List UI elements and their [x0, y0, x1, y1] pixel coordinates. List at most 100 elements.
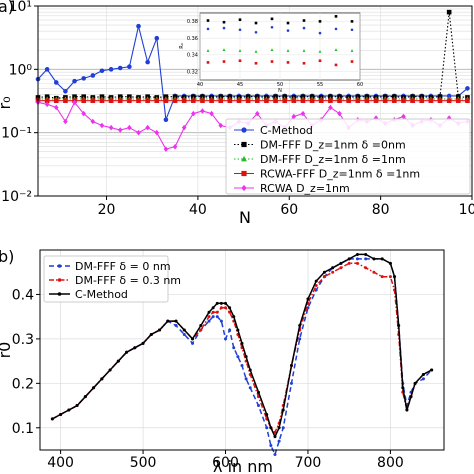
data-point [302, 49, 306, 52]
data-point [127, 64, 132, 70]
data-point [273, 452, 277, 456]
x-tick-label: 50 [277, 82, 283, 88]
data-point [298, 324, 302, 328]
inset-ylabel: R₀ [179, 43, 185, 48]
data-point [44, 101, 50, 108]
data-point [117, 65, 123, 71]
legend-label: C-Method [75, 288, 128, 301]
data-point [254, 49, 258, 53]
data-point [430, 368, 434, 372]
data-point [380, 275, 384, 279]
y-tick-label: 10⁻² [1, 189, 32, 205]
y-tick-label: 0.2 [12, 376, 34, 392]
data-point [265, 412, 269, 416]
data-point [419, 98, 425, 103]
panel-a: a) 20 40 60 80 100 10⁻² 10⁻¹ 10⁰ 10¹ N r₀ 40 45 50… [0, 0, 474, 227]
data-point [222, 60, 226, 63]
data-point [331, 270, 335, 274]
data-point [254, 21, 258, 25]
data-point [270, 25, 274, 29]
data-point [228, 306, 232, 310]
legend-marker [241, 155, 247, 162]
data-point [92, 386, 96, 390]
data-point [428, 98, 434, 103]
data-point [238, 28, 242, 32]
y-tick-label: 0.3 [12, 332, 34, 348]
data-point [401, 98, 406, 103]
data-point [291, 98, 297, 103]
data-point [364, 257, 368, 261]
panel-a-ylabel: r₀ [0, 97, 14, 110]
inset-ticks: 40 45 50 55 60 0.32 0.34 0.36 0.38 [187, 19, 363, 88]
data-point [99, 68, 105, 74]
data-point [172, 143, 178, 150]
panel-a-label: a) [0, 0, 14, 16]
panel-b-series [50, 252, 434, 457]
data-point [281, 426, 285, 430]
data-point [421, 377, 425, 381]
data-point [273, 430, 277, 434]
data-point [328, 104, 333, 111]
data-point [207, 319, 211, 323]
data-point [200, 108, 205, 114]
data-point [350, 49, 354, 52]
data-point [446, 98, 452, 103]
data-point [281, 408, 285, 412]
data-point [236, 328, 240, 332]
data-point [219, 306, 223, 310]
data-point [248, 368, 252, 372]
y-tick-label: 0.38 [187, 19, 198, 25]
data-point [90, 98, 96, 103]
x-tick-label: 60 [357, 82, 363, 88]
data-point [318, 59, 322, 63]
data-point [215, 310, 219, 314]
data-point [392, 98, 397, 103]
legend-label: RCWA D_z=1nm [260, 182, 350, 195]
data-point [269, 426, 273, 430]
x-tick-label: 100 [459, 202, 474, 218]
data-point [50, 417, 54, 421]
data-point [244, 377, 248, 381]
data-point [393, 275, 397, 279]
data-point [446, 9, 452, 15]
y-tick-label: 10¹ [9, 0, 32, 15]
data-point [207, 310, 211, 314]
data-point [318, 49, 322, 53]
data-point [306, 297, 310, 301]
data-point [117, 98, 123, 103]
data-point [224, 337, 228, 341]
x-tick-label: 80 [372, 202, 390, 218]
data-point [207, 315, 211, 319]
panel-b-label: b) [0, 247, 14, 266]
data-point [53, 80, 59, 85]
data-point [63, 98, 68, 103]
data-point [318, 98, 324, 103]
data-point [322, 270, 326, 274]
data-point [421, 372, 425, 376]
data-point [136, 23, 141, 29]
data-point [181, 124, 187, 131]
x-tick-label: 700 [295, 455, 322, 471]
data-point [200, 98, 205, 103]
legend-box [43, 255, 169, 303]
x-tick-label: 20 [98, 202, 116, 218]
data-point [224, 306, 228, 310]
data-point [347, 257, 351, 261]
data-point [331, 266, 335, 270]
inset-series [206, 15, 354, 67]
data-point [99, 122, 105, 129]
data-point [302, 19, 306, 22]
data-point [199, 324, 203, 328]
data-point [355, 257, 359, 261]
panel-b-ticks: 400 500 600 700 800 0.1 0.2 0.3 0.4 [12, 287, 404, 471]
data-point [298, 337, 302, 341]
data-point [314, 284, 318, 288]
data-point [334, 27, 338, 31]
data-point [228, 328, 232, 332]
data-point [209, 110, 214, 117]
y-tick-label: 0.34 [187, 53, 198, 59]
data-point [286, 29, 290, 32]
data-point [53, 98, 59, 103]
data-point [206, 49, 210, 52]
